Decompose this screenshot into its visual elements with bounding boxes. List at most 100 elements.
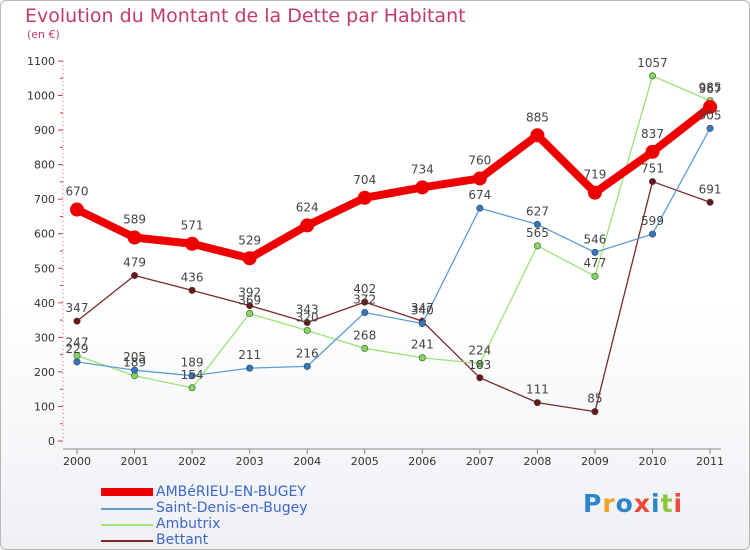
- data-label: 229: [66, 342, 89, 356]
- y-tick-label: 200: [34, 366, 55, 379]
- chart-subtitle: (en €): [27, 28, 60, 41]
- data-point: [418, 354, 426, 362]
- data-label: 372: [353, 292, 376, 306]
- data-label: 624: [296, 200, 319, 214]
- data-point: [303, 326, 311, 334]
- y-tick-label: 100: [34, 400, 55, 413]
- data-label: 211: [238, 348, 261, 362]
- y-tick-label: 400: [34, 297, 55, 310]
- y-tick-label: 1000: [27, 90, 55, 103]
- data-point: [131, 366, 139, 374]
- series-line-saint-denis-en-bugey: [76, 128, 711, 377]
- data-label: 241: [411, 338, 434, 352]
- data-point: [127, 230, 142, 245]
- data-label: 477: [583, 256, 606, 270]
- data-label: 905: [699, 108, 722, 122]
- data-label: 436: [181, 270, 204, 284]
- data-point: [587, 185, 602, 200]
- data-label: 589: [123, 213, 146, 227]
- y-tick-label: 500: [34, 262, 55, 275]
- data-point: [648, 178, 656, 186]
- proxiti-logo: Proxiti: [583, 489, 684, 518]
- data-point: [476, 374, 484, 382]
- data-label: 340: [411, 304, 434, 318]
- x-tick-label: 2004: [293, 455, 321, 468]
- legend-swatch: [101, 488, 153, 496]
- data-point: [131, 272, 139, 280]
- data-point: [242, 251, 257, 266]
- x-tick-label: 2001: [121, 455, 149, 468]
- legend-swatch: [101, 540, 153, 542]
- data-label: 343: [296, 303, 319, 317]
- data-label: 347: [411, 301, 434, 315]
- data-point: [361, 344, 369, 352]
- data-label: 268: [353, 328, 376, 342]
- legend-label: AMBéRIEU-EN-BUGEY: [156, 484, 306, 500]
- data-label: 837: [641, 127, 664, 141]
- data-label: 734: [411, 162, 434, 176]
- line-chart: 0 100 200 300 400 500 600 700 800 900 1000 1100 2000…: [27, 55, 724, 468]
- chart-title: Evolution du Montant de la Dette par Hab…: [25, 5, 466, 27]
- y-tick-label: 1100: [27, 55, 55, 68]
- data-point: [361, 308, 369, 316]
- data-labels-layer: 347 479 436 392 343 402 347 183 111 85 751 691 247 18…: [66, 56, 722, 406]
- data-label: 216: [296, 346, 319, 360]
- data-label: 392: [238, 286, 261, 300]
- data-point: [645, 144, 660, 159]
- data-point: [246, 302, 254, 310]
- data-point: [530, 128, 545, 143]
- series-line-amb-rieu-en-bugey: [75, 103, 713, 263]
- data-label: 599: [641, 214, 664, 228]
- data-point: [70, 202, 84, 217]
- series-line-ambutrix: [76, 75, 711, 389]
- data-label: 760: [468, 153, 491, 167]
- data-label: 719: [583, 168, 606, 182]
- data-label: 205: [123, 350, 146, 364]
- data-point: [188, 286, 196, 294]
- data-point: [73, 317, 81, 325]
- data-point: [361, 298, 369, 306]
- x-tick-label: 2002: [178, 455, 206, 468]
- data-point: [303, 362, 311, 370]
- data-label: 751: [641, 162, 664, 176]
- x-tick-label: 2005: [351, 455, 379, 468]
- data-label: 546: [583, 232, 606, 246]
- data-point: [533, 399, 541, 407]
- data-point: [303, 319, 311, 327]
- legend-swatch: [101, 524, 153, 526]
- data-point: [418, 320, 426, 328]
- data-point: [188, 384, 196, 392]
- data-label: 479: [123, 256, 146, 270]
- legend-label: Saint-Denis-en-Bugey: [156, 500, 308, 516]
- data-label: 320: [296, 310, 319, 324]
- data-point: [533, 242, 541, 250]
- data-point: [357, 190, 372, 205]
- legend-swatch: [101, 508, 153, 510]
- series-layer: [70, 72, 718, 416]
- data-point: [476, 204, 484, 212]
- data-point: [533, 220, 541, 228]
- data-point: [648, 72, 656, 80]
- data-label: 369: [238, 294, 261, 308]
- x-tick-label: 2011: [696, 455, 724, 468]
- data-label: 670: [66, 185, 89, 199]
- x-tick-label: 2007: [466, 455, 494, 468]
- x-tick-label: 2010: [639, 455, 667, 468]
- data-point: [246, 310, 254, 318]
- data-label: 189: [181, 356, 204, 370]
- data-label: 224: [468, 344, 491, 358]
- data-label: 565: [526, 226, 549, 240]
- y-tick-label: 600: [34, 228, 55, 241]
- x-tick-label: 2000: [63, 455, 91, 468]
- data-point: [706, 198, 714, 206]
- data-label: 985: [699, 81, 722, 95]
- axes: 0 100 200 300 400 500 600 700 800 900 1000 1100 2000…: [27, 55, 724, 468]
- data-label: 704: [353, 173, 376, 187]
- y-tick-label: 0: [48, 435, 55, 448]
- y-tick-label: 300: [34, 331, 55, 344]
- legend-label: Ambutrix: [156, 516, 221, 532]
- data-label: 674: [468, 188, 491, 202]
- x-tick-label: 2003: [236, 455, 264, 468]
- series-line-bettant: [76, 180, 711, 413]
